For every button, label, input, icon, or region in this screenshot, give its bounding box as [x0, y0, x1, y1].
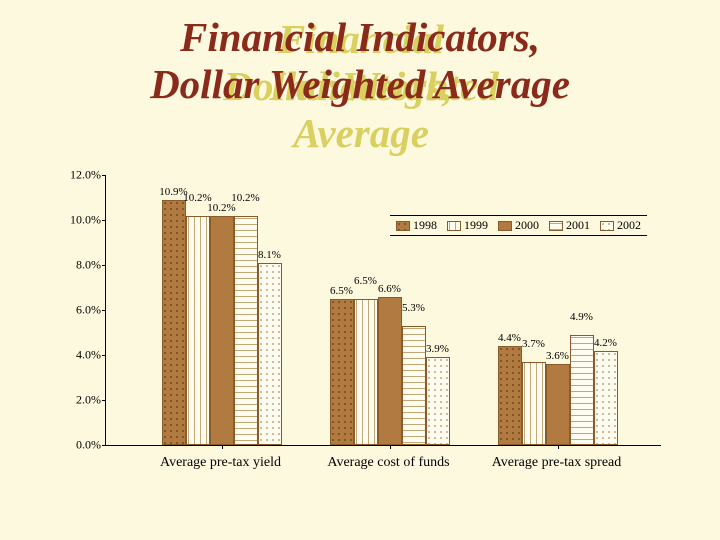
- bar: [498, 346, 522, 445]
- bar-value-label: 5.3%: [402, 302, 425, 314]
- bar-value-label: 6.5%: [330, 285, 353, 297]
- x-category-label: Average pre-tax yield: [160, 455, 281, 471]
- bar: [570, 335, 594, 445]
- bar: [546, 364, 570, 445]
- legend-item: 2000: [498, 218, 539, 233]
- x-category-label: Average pre-tax spread: [492, 455, 622, 471]
- bar: [258, 263, 282, 445]
- legend-label: 1998: [413, 218, 437, 233]
- y-tick-label: 8.0%: [51, 258, 101, 273]
- legend-label: 1999: [464, 218, 488, 233]
- legend-label: 2001: [566, 218, 590, 233]
- y-tick-label: 2.0%: [51, 393, 101, 408]
- y-tick-label: 0.0%: [51, 438, 101, 453]
- bar: [162, 200, 186, 445]
- bar-value-label: 6.5%: [354, 275, 377, 287]
- y-tick-label: 12.0%: [51, 168, 101, 183]
- bar-value-label: 6.6%: [378, 283, 401, 295]
- bar-value-label: 3.6%: [546, 350, 569, 362]
- bar-value-label: 3.7%: [522, 338, 545, 350]
- legend-label: 2000: [515, 218, 539, 233]
- legend-item: 2001: [549, 218, 590, 233]
- bar: [234, 216, 258, 446]
- legend: 1998 1999 2000 2001 2002: [390, 215, 647, 236]
- bar: [594, 351, 618, 446]
- bar: [378, 297, 402, 446]
- bar: [330, 299, 354, 445]
- legend-swatch: [396, 221, 410, 231]
- y-tick-label: 4.0%: [51, 348, 101, 363]
- bar-value-label: 4.4%: [498, 332, 521, 344]
- legend-swatch: [600, 221, 614, 231]
- bar-value-label: 4.2%: [594, 337, 617, 349]
- legend-item: 1999: [447, 218, 488, 233]
- legend-item: 1998: [396, 218, 437, 233]
- bar-value-label: 4.9%: [570, 311, 593, 323]
- legend-swatch: [447, 221, 461, 231]
- bar-value-label: 3.9%: [426, 343, 449, 355]
- legend-swatch: [498, 221, 512, 231]
- bar: [522, 362, 546, 445]
- slide-title: Financial Indicators,Financial Indicator…: [0, 0, 720, 108]
- legend-swatch: [549, 221, 563, 231]
- bar: [426, 357, 450, 445]
- financial-indicators-chart: 0.0%2.0%4.0%6.0%8.0%10.0%12.0%10.9%10.2%…: [50, 175, 690, 505]
- y-tick-label: 10.0%: [51, 213, 101, 228]
- legend-item: 2002: [600, 218, 641, 233]
- bar: [186, 216, 210, 446]
- bar-value-label: 10.2%: [231, 192, 259, 204]
- x-category-label: Average cost of funds: [327, 455, 449, 471]
- bar: [210, 216, 234, 446]
- legend-label: 2002: [617, 218, 641, 233]
- bar: [354, 299, 378, 445]
- bar-value-label: 8.1%: [258, 249, 281, 261]
- bar: [402, 326, 426, 445]
- y-tick-label: 6.0%: [51, 303, 101, 318]
